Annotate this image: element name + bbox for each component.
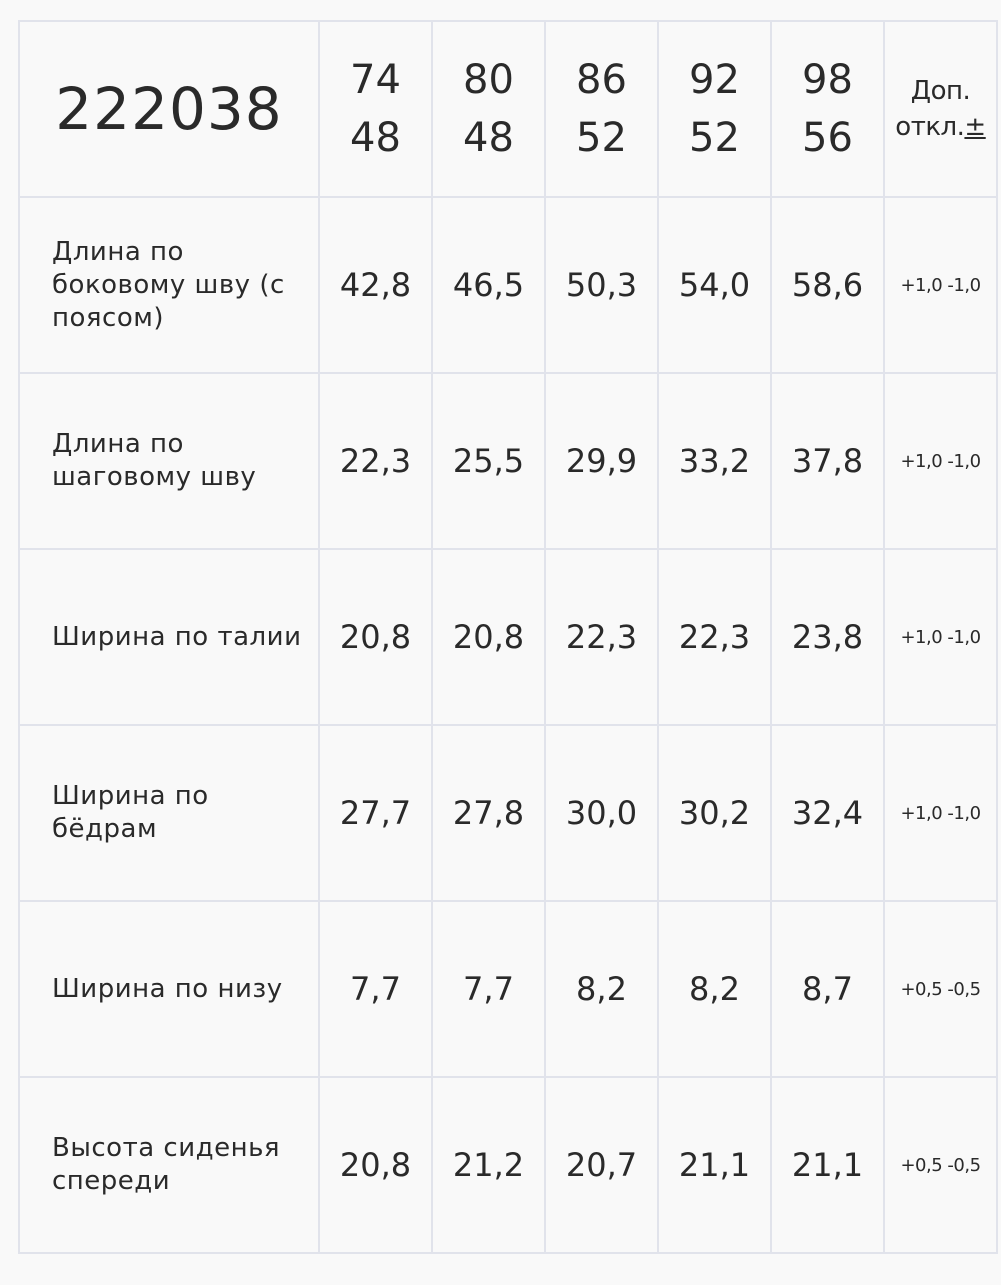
table-row: Ширина по талии 20,8 20,8 22,3 22,3 23,8 +1,0 … (18, 548, 998, 726)
size-height: 92 (689, 57, 740, 103)
measurement-value: 22,3 (657, 548, 772, 726)
product-code: 222038 (18, 20, 320, 198)
measurement-value: 46,5 (431, 196, 546, 374)
measurement-value: 42,8 (318, 196, 433, 374)
tolerance-value: +1,0 -1,0 (883, 372, 998, 550)
tolerance-header: Доп. откл.± (883, 20, 998, 198)
measurement-value: 22,3 (544, 548, 659, 726)
measurement-value: 27,7 (318, 724, 433, 902)
measurement-value: 25,5 (431, 372, 546, 550)
measurement-name: Длина по боковому шву (с поясом) (18, 196, 320, 374)
measurement-value: 30,0 (544, 724, 659, 902)
size-height: 74 (350, 57, 401, 103)
tolerance-header-line2: откл. (895, 112, 965, 142)
size-header: 98 56 (770, 20, 885, 198)
measurement-value: 29,9 (544, 372, 659, 550)
tolerance-value: +1,0 -1,0 (883, 724, 998, 902)
measurement-name: Высота сиденья спереди (18, 1076, 320, 1254)
measurement-name: Длина по шаговому шву (18, 372, 320, 550)
measurement-value: 32,4 (770, 724, 885, 902)
table-row: Ширина по низу 7,7 7,7 8,2 8,2 8,7 +0,5 -0,5 (18, 900, 998, 1078)
table-row: Длина по шаговому шву 22,3 25,5 29,9 33,2 37,… (18, 372, 998, 550)
size-header: 74 48 (318, 20, 433, 198)
measurement-value: 7,7 (318, 900, 433, 1078)
tolerance-value: +1,0 -1,0 (883, 548, 998, 726)
tolerance-value: +1,0 -1,0 (883, 196, 998, 374)
measurement-value: 58,6 (770, 196, 885, 374)
measurement-value: 20,8 (318, 548, 433, 726)
measurement-value: 23,8 (770, 548, 885, 726)
measurement-value: 50,3 (544, 196, 659, 374)
measurement-value: 22,3 (318, 372, 433, 550)
measurement-value: 21,2 (431, 1076, 546, 1254)
measurement-name: Ширина по бёдрам (18, 724, 320, 902)
size-height: 80 (463, 57, 514, 103)
table-row: Ширина по бёдрам 27,7 27,8 30,0 30,2 32,4 +1,0… (18, 724, 998, 902)
size-height: 98 (802, 57, 853, 103)
size-chest: 52 (689, 115, 740, 161)
measurement-value: 21,1 (770, 1076, 885, 1254)
size-header: 92 52 (657, 20, 772, 198)
measurement-value: 21,1 (657, 1076, 772, 1254)
size-header: 80 48 (431, 20, 546, 198)
measurement-name: Ширина по низу (18, 900, 320, 1078)
measurement-value: 8,2 (657, 900, 772, 1078)
size-chest: 52 (576, 115, 627, 161)
size-chest: 48 (463, 115, 514, 161)
measurement-value: 7,7 (431, 900, 546, 1078)
measurement-name: Ширина по талии (18, 548, 320, 726)
table-row: Высота сиденья спереди 20,8 21,2 20,7 21,1 21… (18, 1076, 998, 1254)
measurement-value: 54,0 (657, 196, 772, 374)
measurement-value: 27,8 (431, 724, 546, 902)
measurement-value: 33,2 (657, 372, 772, 550)
size-chest: 56 (802, 115, 853, 161)
measurement-value: 30,2 (657, 724, 772, 902)
measurement-value: 20,8 (318, 1076, 433, 1254)
measurement-value: 20,8 (431, 548, 546, 726)
measurement-value: 8,7 (770, 900, 885, 1078)
tolerance-value: +0,5 -0,5 (883, 900, 998, 1078)
tolerance-value: +0,5 -0,5 (883, 1076, 998, 1254)
tolerance-header-line1: Доп. (910, 76, 971, 106)
measurement-value: 8,2 (544, 900, 659, 1078)
size-height: 86 (576, 57, 627, 103)
measurement-value: 20,7 (544, 1076, 659, 1254)
size-header: 86 52 (544, 20, 659, 198)
measurement-value: 37,8 (770, 372, 885, 550)
plus-minus-symbol: ± (964, 112, 986, 142)
size-chest: 48 (350, 115, 401, 161)
size-table: 222038 74 48 80 48 86 52 92 52 98 56 Доп. откл… (18, 20, 998, 1254)
table-row: Длина по боковому шву (с поясом) 42,8 46,5… (18, 196, 998, 374)
header-row: 222038 74 48 80 48 86 52 92 52 98 56 Доп. откл… (18, 20, 998, 198)
